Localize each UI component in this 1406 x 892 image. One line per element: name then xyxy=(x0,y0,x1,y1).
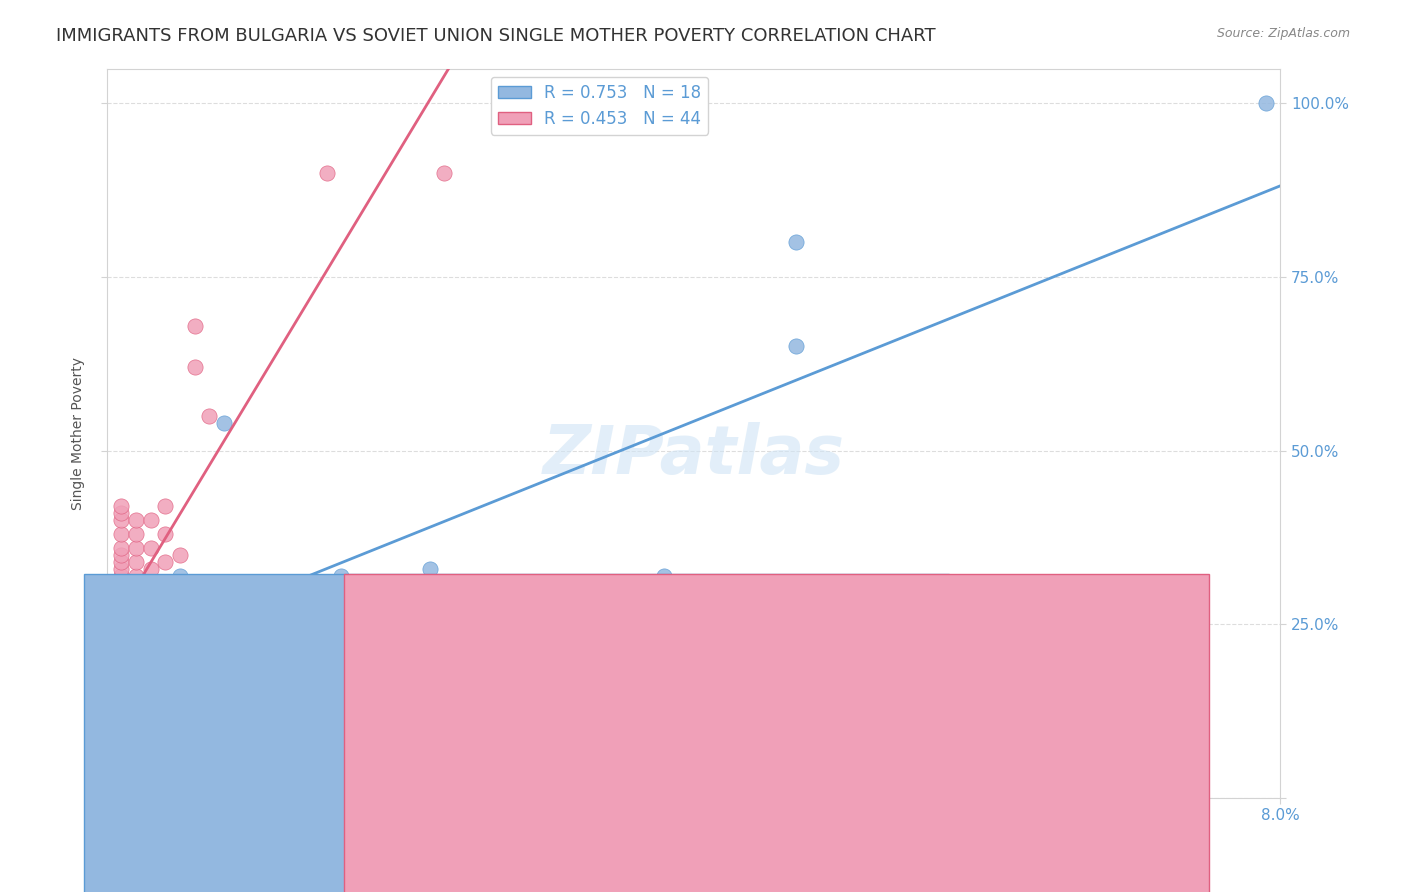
Point xyxy=(418,590,440,604)
Point xyxy=(198,409,221,423)
Point xyxy=(169,582,191,597)
Point xyxy=(96,617,118,632)
Point xyxy=(125,527,148,541)
Point xyxy=(110,527,132,541)
Text: Immigrants from Bulgaria: Immigrants from Bulgaria xyxy=(506,841,703,856)
Point xyxy=(110,652,132,666)
Point xyxy=(169,548,191,562)
Point xyxy=(110,568,132,582)
Point xyxy=(110,582,132,597)
Point xyxy=(169,680,191,694)
Legend: R = 0.753   N = 18, R = 0.453   N = 44: R = 0.753 N = 18, R = 0.453 N = 44 xyxy=(491,77,709,135)
Y-axis label: Single Mother Poverty: Single Mother Poverty xyxy=(72,357,86,510)
Point xyxy=(418,562,440,576)
Point xyxy=(110,541,132,555)
Point xyxy=(155,555,177,569)
Point xyxy=(184,603,207,617)
Point xyxy=(96,652,118,666)
Point xyxy=(125,568,148,582)
Point xyxy=(155,597,177,611)
Point xyxy=(96,756,118,771)
Point xyxy=(155,500,177,514)
Point xyxy=(169,568,191,582)
Point xyxy=(125,597,148,611)
Point xyxy=(155,582,177,597)
Point xyxy=(96,791,118,805)
Point xyxy=(96,687,118,701)
Point xyxy=(184,318,207,333)
Point xyxy=(668,638,690,652)
Text: IMMIGRANTS FROM BULGARIA VS SOVIET UNION SINGLE MOTHER POVERTY CORRELATION CHART: IMMIGRANTS FROM BULGARIA VS SOVIET UNION… xyxy=(56,27,936,45)
Point xyxy=(257,638,280,652)
Point xyxy=(184,360,207,375)
Point xyxy=(315,166,337,180)
Text: ZIPatlas: ZIPatlas xyxy=(543,422,845,488)
Point xyxy=(110,513,132,527)
Point xyxy=(212,416,235,430)
Point xyxy=(96,673,118,687)
Point xyxy=(785,339,807,353)
Point xyxy=(139,582,162,597)
Point xyxy=(96,722,118,736)
Point xyxy=(110,555,132,569)
Point xyxy=(110,548,132,562)
Point xyxy=(139,541,162,555)
Point xyxy=(1254,96,1277,111)
Point xyxy=(125,541,148,555)
Point xyxy=(125,617,148,632)
Point xyxy=(110,680,132,694)
Point xyxy=(110,506,132,520)
Point xyxy=(198,590,221,604)
Point xyxy=(125,555,148,569)
Point xyxy=(110,500,132,514)
Text: Source: ZipAtlas.com: Source: ZipAtlas.com xyxy=(1216,27,1350,40)
Point xyxy=(139,562,162,576)
Point xyxy=(96,791,118,805)
Point xyxy=(125,582,148,597)
Text: Soviet Union: Soviet Union xyxy=(768,841,863,856)
Point xyxy=(433,166,456,180)
Point xyxy=(155,527,177,541)
Point xyxy=(785,235,807,250)
Point xyxy=(330,568,353,582)
Point xyxy=(110,597,132,611)
Point xyxy=(287,582,309,597)
Point xyxy=(139,513,162,527)
Point xyxy=(110,562,132,576)
Point xyxy=(652,568,675,582)
Point xyxy=(125,513,148,527)
Point xyxy=(169,665,191,680)
Point xyxy=(169,597,191,611)
